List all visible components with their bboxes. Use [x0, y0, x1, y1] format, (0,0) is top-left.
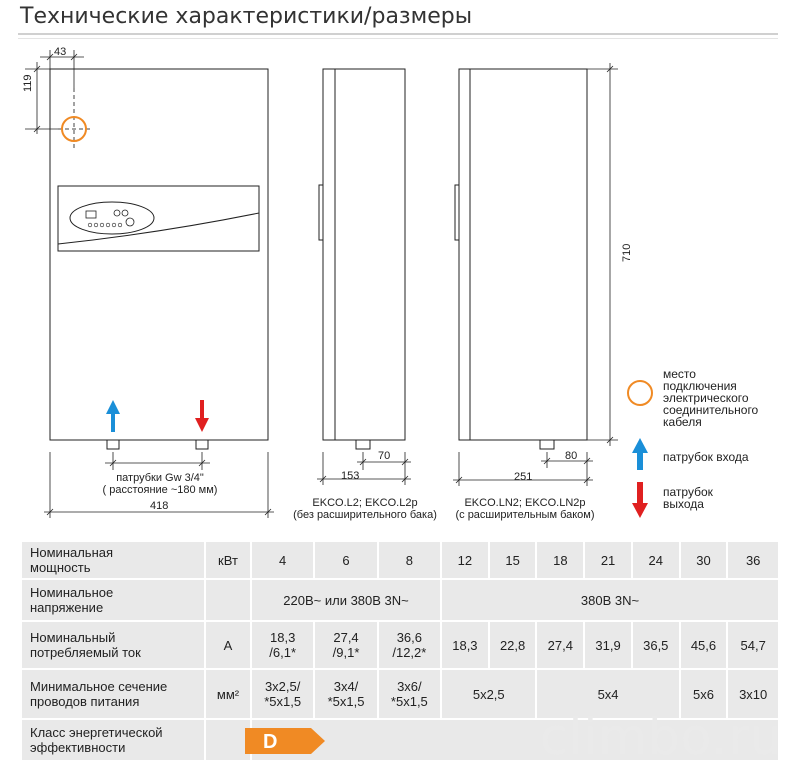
cable-legend-icon	[627, 380, 653, 406]
cell-section-8: 3x6/*5x1,5	[376, 668, 443, 720]
row-label-current: Номинальный потребляемый ток	[20, 620, 206, 670]
unit-voltage	[204, 578, 252, 622]
cell-power-30: 30	[678, 540, 729, 580]
cell-current-30: 45,6	[678, 620, 729, 670]
dim-70: 70	[378, 450, 391, 462]
dim-710: 710	[621, 243, 633, 262]
spec-table: Номинальная мощность кВт 4 6 8 12 15 18 2…	[20, 540, 780, 762]
unit-cable-section: мм²	[204, 668, 252, 720]
dim-80: 80	[565, 450, 578, 462]
dim-43: 43	[54, 46, 67, 58]
cell-current-24: 36,5	[630, 620, 681, 670]
cell-current-12: 18,3	[440, 620, 490, 670]
table-row-voltage: Номинальное напряжение 220В~ или 380В 3N~…	[20, 578, 780, 622]
cell-power-21: 21	[583, 540, 633, 580]
row-label-energy-class: Класс энергетической эффективности	[20, 718, 206, 762]
cell-section-6: 3x4/*5x1,5	[313, 668, 379, 720]
table-row-current: Номинальный потребляемый ток А 18,3/6,1* …	[20, 620, 780, 670]
technical-drawing	[25, 50, 653, 518]
cell-power-24: 24	[630, 540, 681, 580]
cable-entry-marker	[61, 116, 87, 142]
cell-section-24: 5x6	[678, 668, 729, 720]
row-label-power: Номинальная мощность	[20, 540, 206, 580]
front-view	[49, 68, 269, 450]
dim-153: 153	[341, 470, 360, 482]
energy-class-value: D	[263, 731, 278, 753]
cell-current-8: 36,6/12,2*	[376, 620, 443, 670]
cell-current-6: 27,4/9,1*	[313, 620, 379, 670]
inlet-arrow-icon	[106, 400, 120, 432]
cell-power-4: 4	[249, 540, 316, 580]
row-label-voltage: Номинальное напряжение	[20, 578, 206, 622]
cell-section-12-15: 5x2,5	[440, 668, 538, 720]
cell-power-6: 6	[313, 540, 379, 580]
cell-section-4: 3x2,5/*5x1,5	[249, 668, 316, 720]
outlet-arrow-icon	[195, 400, 209, 432]
dim-251: 251	[514, 471, 533, 483]
page-title: Технические характеристики/размеры	[20, 4, 473, 29]
title-divider	[18, 33, 778, 35]
title-divider-secondary	[18, 38, 778, 39]
cell-voltage-low: 220В~ или 380В 3N~	[249, 578, 443, 622]
cell-energy-class	[250, 718, 780, 762]
pipe-label: патрубки Gw 3/4" ( расстояние ~180 мм)	[102, 472, 218, 496]
dim-418: 418	[150, 500, 169, 512]
cell-current-15: 22,8	[487, 620, 538, 670]
watermark: climbo.ru	[540, 708, 783, 766]
cable-legend-text: место подключения электрического соедини…	[663, 367, 759, 429]
cell-current-36: 54,7	[726, 620, 780, 670]
unit-current: А	[204, 620, 252, 670]
control-panel	[69, 201, 155, 235]
unit-power: кВт	[204, 540, 252, 580]
cell-power-36: 36	[726, 540, 780, 580]
cell-power-15: 15	[487, 540, 538, 580]
table-row-cable-section: Минимальное сечение проводов питания мм² …	[20, 668, 780, 720]
inlet-legend-text: патрубок входа	[663, 450, 749, 464]
cell-voltage-high: 380В 3N~	[440, 578, 780, 622]
row-label-cable-section: Минимальное сечение проводов питания	[20, 668, 206, 720]
dim-119: 119	[22, 74, 34, 92]
cell-power-12: 12	[440, 540, 490, 580]
cell-section-30-36: 3x10	[726, 668, 780, 720]
side-view-l2	[318, 68, 406, 450]
cell-power-8: 8	[376, 540, 443, 580]
energy-class-badge: D	[245, 728, 325, 754]
cell-current-4: 18,3/6,1*	[249, 620, 316, 670]
outlet-pipe	[195, 439, 209, 450]
cell-section-18-21: 5x4	[535, 668, 681, 720]
table-row-power: Номинальная мощность кВт 4 6 8 12 15 18 2…	[20, 540, 780, 580]
inlet-legend-icon	[632, 438, 648, 470]
inlet-pipe	[106, 439, 120, 450]
outlet-legend-text: патрубок выхода	[663, 485, 713, 511]
side-view-ln2	[454, 68, 588, 450]
outlet-legend-icon	[632, 482, 648, 518]
side-view-l2-caption: EKCO.L2; EKCO.L2p (без расширительного б…	[293, 497, 437, 521]
table-row-energy-class: Класс энергетической эффективности	[20, 718, 780, 762]
cell-current-21: 31,9	[583, 620, 633, 670]
side-view-ln2-caption: EKCO.LN2; EKCO.LN2p (с расширительным ба…	[455, 497, 595, 521]
cell-current-18: 27,4	[535, 620, 586, 670]
cell-power-18: 18	[535, 540, 586, 580]
